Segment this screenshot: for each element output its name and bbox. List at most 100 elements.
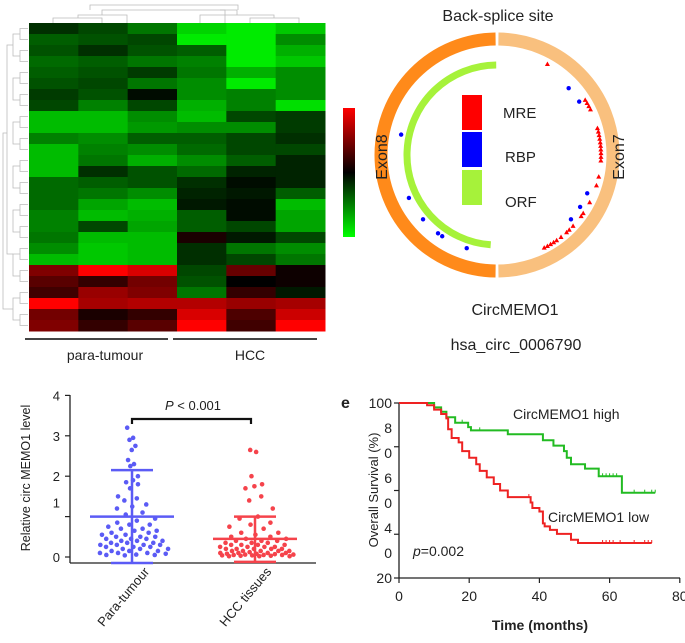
heatmap-cell	[275, 67, 326, 79]
heatmap-cell	[226, 298, 277, 310]
mre-site-marker	[593, 182, 599, 188]
data-point	[115, 494, 121, 499]
mre-site-marker	[598, 154, 604, 159]
heatmap-cell	[226, 199, 277, 211]
heatmap-cell	[275, 298, 326, 310]
heatmap-cell	[29, 309, 79, 321]
heatmap-cell	[275, 320, 326, 332]
heatmap-cell	[226, 254, 277, 266]
data-point	[154, 528, 159, 534]
data-point	[276, 548, 281, 554]
heatmap-cell	[275, 188, 326, 200]
mre-site-marker	[551, 239, 557, 245]
heatmap-cell	[127, 309, 178, 321]
data-point	[115, 550, 121, 556]
heatmap-cell	[275, 133, 326, 145]
mre-site-marker	[544, 243, 550, 248]
heatmap-cell	[78, 320, 129, 332]
heatmap-cells	[29, 23, 326, 332]
survival-panel: e Overall Survival (%) 0 20 40 60 8010080604…	[341, 395, 685, 633]
heatmap-cell	[177, 287, 227, 299]
heatmap-cell	[177, 34, 227, 46]
data-point	[239, 542, 244, 548]
heatmap-cell	[78, 45, 129, 57]
heatmap-cell	[29, 67, 79, 79]
heatmap-cell	[78, 122, 129, 134]
data-point	[105, 524, 111, 529]
data-point	[249, 553, 255, 558]
circ-id: hsa_circ_0006790	[451, 337, 582, 354]
data-point	[226, 553, 232, 559]
heatmap-cell	[275, 177, 326, 189]
heatmap-cell	[127, 34, 178, 46]
heatmap-cell	[127, 78, 178, 90]
y-tick-label: 0	[384, 545, 392, 561]
data-point	[103, 544, 109, 550]
heatmap-cell	[127, 155, 178, 167]
data-point	[127, 437, 132, 443]
data-point	[118, 538, 124, 544]
heatmap-cell	[127, 111, 178, 123]
data-point	[150, 540, 156, 546]
heatmap-cell	[177, 45, 227, 57]
heatmap-cell	[127, 133, 178, 145]
heatmap-cell	[177, 243, 227, 255]
mre-site-marker	[582, 97, 588, 102]
mre-site-marker	[596, 132, 602, 138]
heatmap-cell	[78, 56, 129, 68]
heatmap-cell	[226, 188, 277, 200]
color-scale-bar	[343, 108, 355, 237]
data-point	[279, 552, 285, 558]
dendrogram-branch	[19, 314, 28, 326]
data-point	[147, 522, 153, 527]
heatmap-cell	[275, 309, 326, 321]
data-point	[258, 494, 264, 499]
dendrogram-branch	[19, 204, 28, 216]
heatmap-cell	[29, 122, 79, 134]
heatmap-cell	[226, 166, 277, 178]
heatmap-cell	[29, 199, 79, 211]
rbp-site-marker	[420, 217, 426, 222]
heatmap-cell	[275, 199, 326, 211]
data-point	[131, 461, 137, 467]
data-point	[272, 551, 278, 557]
heatmap-cell	[226, 144, 277, 156]
data-point	[231, 552, 236, 558]
p-value-survival: p=0.002	[412, 543, 464, 559]
heatmap-cell	[275, 56, 326, 68]
heatmap-cell	[29, 221, 79, 233]
heatmap-cell	[78, 89, 129, 101]
heatmap-cell	[29, 34, 79, 46]
heatmap-cell	[275, 100, 326, 112]
rbp-site-marker	[585, 191, 590, 196]
heatmap-cell	[275, 276, 326, 288]
heatmap-cell	[177, 298, 227, 310]
heatmap-cell	[127, 320, 178, 332]
data-point	[122, 498, 127, 503]
dendrogram-branch	[52, 9, 226, 23]
heatmap-cell	[226, 243, 277, 255]
data-point	[276, 530, 281, 536]
heatmap-cell	[226, 56, 277, 68]
data-point	[255, 542, 261, 548]
mre-site-marker	[598, 150, 604, 156]
rbp-site-marker	[439, 234, 445, 239]
heatmap-cell	[177, 177, 227, 189]
mre-site-marker	[597, 139, 603, 145]
heatmap-cell	[275, 122, 326, 134]
data-point	[246, 498, 252, 503]
dendrogram-branch	[12, 77, 20, 101]
heatmap-cell	[29, 287, 79, 299]
heatmap-cell	[177, 122, 227, 134]
data-point	[134, 538, 140, 544]
data-point	[268, 520, 273, 525]
data-point	[137, 546, 143, 552]
heatmap-cell	[127, 67, 178, 79]
mre-site-marker	[597, 136, 603, 141]
rbp-site-marker	[406, 195, 412, 201]
data-point	[238, 530, 244, 536]
heatmap-cell	[29, 78, 79, 90]
heatmap-cell	[177, 221, 227, 233]
data-point	[133, 552, 139, 557]
